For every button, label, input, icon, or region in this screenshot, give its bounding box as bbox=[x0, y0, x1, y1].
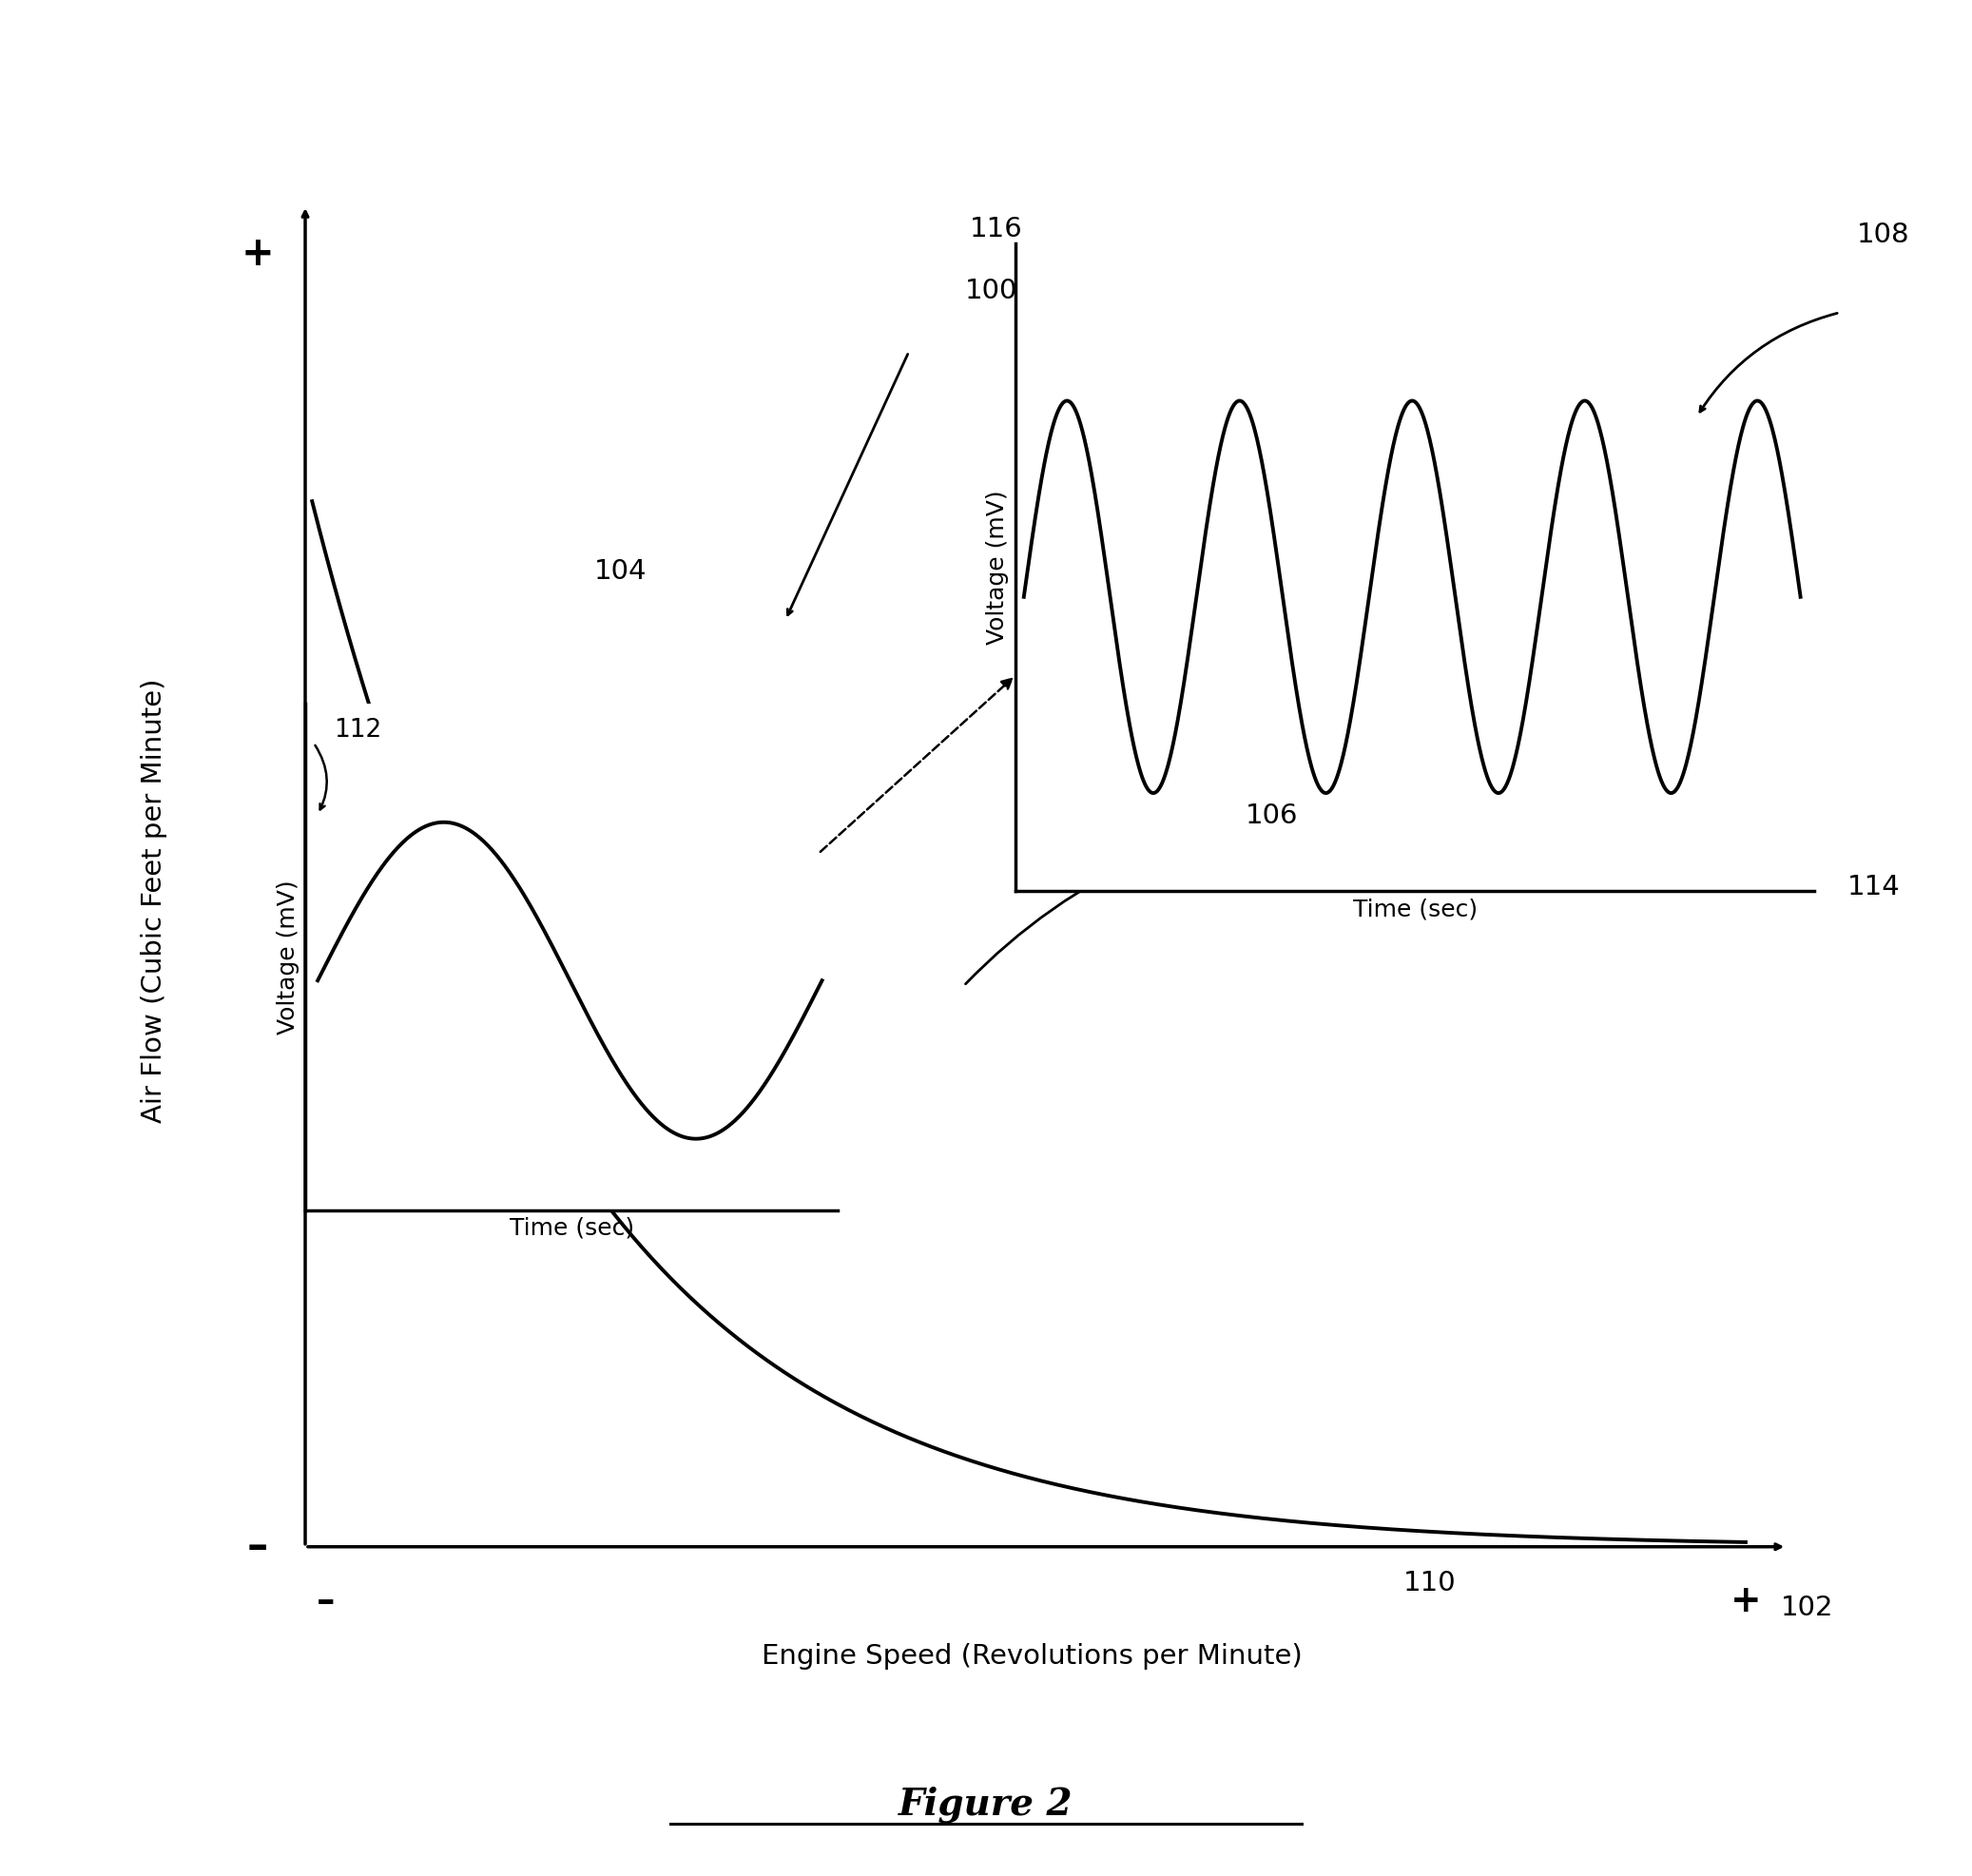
Text: 116: 116 bbox=[970, 216, 1021, 242]
X-axis label: Time (sec): Time (sec) bbox=[509, 1218, 635, 1240]
Text: +: + bbox=[241, 234, 274, 274]
Text: –: – bbox=[246, 1527, 268, 1566]
Text: Engine Speed (Revolutions per Minute): Engine Speed (Revolutions per Minute) bbox=[761, 1643, 1303, 1670]
Text: Air Flow (Cubic Feet per Minute): Air Flow (Cubic Feet per Minute) bbox=[142, 679, 168, 1122]
Text: 108: 108 bbox=[1858, 221, 1909, 248]
Text: +: + bbox=[1729, 1583, 1761, 1619]
Y-axis label: Voltage (mV): Voltage (mV) bbox=[986, 490, 1010, 645]
Text: 110: 110 bbox=[1404, 1570, 1457, 1596]
Text: 102: 102 bbox=[1781, 1595, 1834, 1621]
Text: Figure 2: Figure 2 bbox=[899, 1786, 1073, 1823]
Text: 106: 106 bbox=[1246, 803, 1298, 829]
Text: –: – bbox=[317, 1583, 335, 1619]
Text: 112: 112 bbox=[333, 719, 383, 743]
Text: 104: 104 bbox=[594, 557, 647, 585]
X-axis label: Time (sec): Time (sec) bbox=[1353, 899, 1477, 921]
Text: 100: 100 bbox=[964, 278, 1018, 304]
Text: 114: 114 bbox=[1848, 874, 1899, 900]
Y-axis label: Voltage (mV): Voltage (mV) bbox=[276, 880, 300, 1034]
